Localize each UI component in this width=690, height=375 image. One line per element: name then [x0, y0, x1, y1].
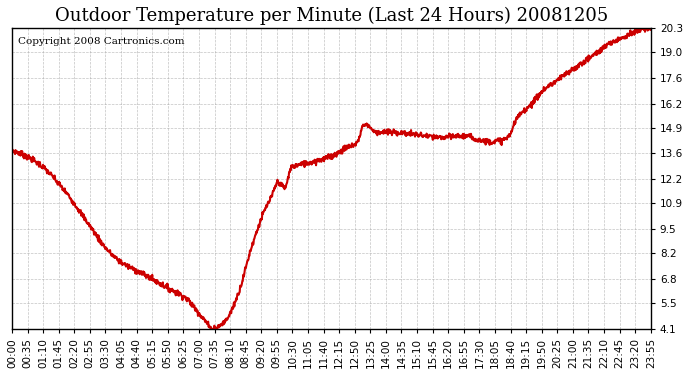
- Title: Outdoor Temperature per Minute (Last 24 Hours) 20081205: Outdoor Temperature per Minute (Last 24 …: [55, 7, 608, 25]
- Text: Copyright 2008 Cartronics.com: Copyright 2008 Cartronics.com: [19, 37, 185, 46]
